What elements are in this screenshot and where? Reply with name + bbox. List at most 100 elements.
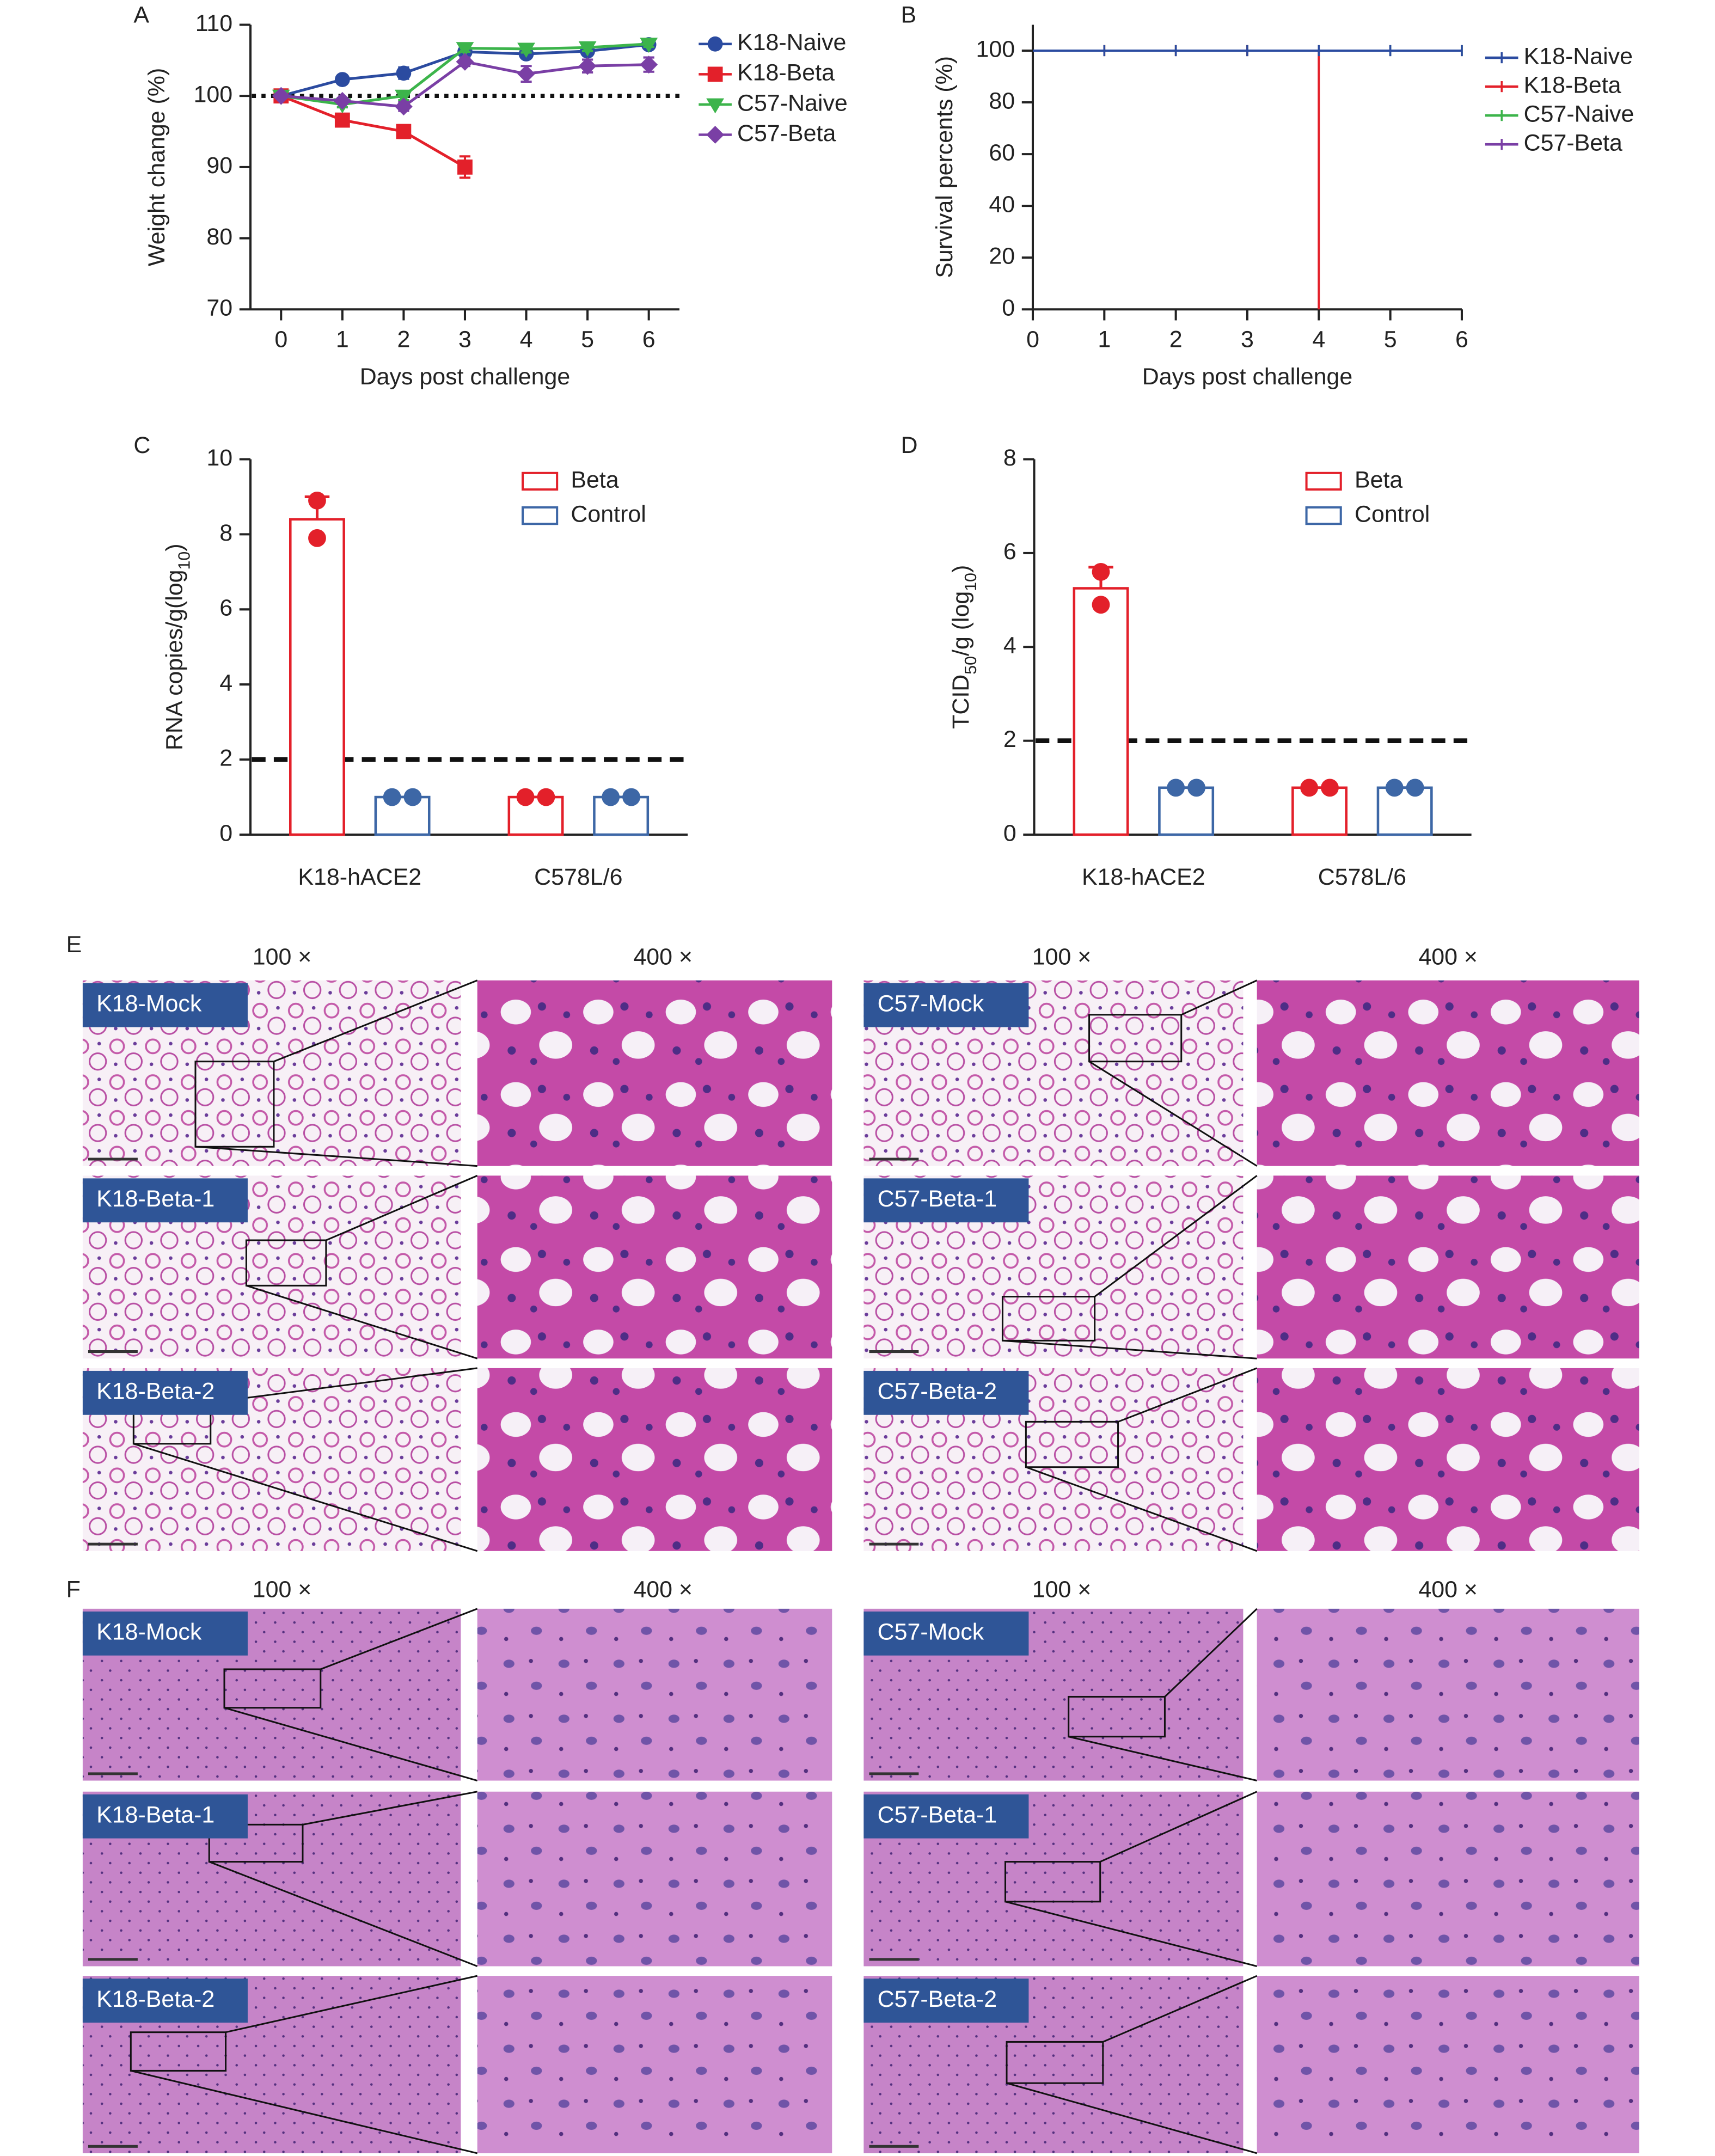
x-tick-label: C578L/6 xyxy=(534,864,622,890)
data-point xyxy=(1187,779,1205,797)
legend-swatch xyxy=(522,471,559,491)
marker xyxy=(396,124,412,139)
zoom-line xyxy=(1181,979,1258,1016)
zoom-line xyxy=(133,1443,478,1552)
sample-badge xyxy=(82,1611,248,1656)
marker xyxy=(457,159,473,175)
y-tick-label: 110 xyxy=(195,10,232,36)
y-tick-label: 8 xyxy=(1003,445,1016,471)
y-tick-label: 90 xyxy=(206,152,232,179)
x-tick-label: K18-hACE2 xyxy=(298,864,421,890)
data-point xyxy=(1321,779,1339,797)
x-tick-label: 3 xyxy=(458,327,471,353)
magnification-label: 100 × xyxy=(1032,944,1092,970)
magnification-label: 400 × xyxy=(1418,1576,1478,1602)
marker xyxy=(394,89,413,105)
marker xyxy=(706,98,725,114)
sample-badge xyxy=(82,1178,248,1223)
zoom-line xyxy=(246,1284,478,1359)
data-point xyxy=(1406,779,1424,797)
zoom-box xyxy=(1088,1014,1183,1063)
data-point xyxy=(1092,596,1110,614)
zoom-line xyxy=(1002,1339,1257,1359)
y-axis-label-part: ) xyxy=(948,565,975,573)
sample-label: K18-Mock xyxy=(96,1619,202,1645)
data-point xyxy=(403,788,422,806)
x-tick-label: 4 xyxy=(520,327,533,353)
micrograph-high xyxy=(1257,1368,1639,1551)
series-line xyxy=(280,94,466,169)
zoom-line xyxy=(1118,1367,1258,1423)
x-tick-label: 6 xyxy=(642,327,656,353)
micrograph-high xyxy=(1257,980,1639,1166)
y-axis-label-part: /g (log xyxy=(948,591,975,656)
micrograph-high xyxy=(1257,1791,1639,1967)
legend-label: C57-Naive xyxy=(1524,101,1634,127)
panel-letter: D xyxy=(901,432,918,458)
y-axis-label: Survival percents (%) xyxy=(932,56,958,278)
zoom-box xyxy=(194,1061,275,1148)
y-axis-label: RNA copies/g(log10) xyxy=(162,543,193,750)
x-tick-label: 0 xyxy=(1026,327,1039,353)
sample-badge xyxy=(863,1178,1029,1223)
sample-badge xyxy=(863,1611,1029,1656)
zoom-box xyxy=(208,1823,304,1863)
legend-swatch xyxy=(1305,471,1342,491)
legend-swatch xyxy=(1305,506,1342,525)
bar xyxy=(1158,786,1215,836)
zoom-line xyxy=(1164,1608,1258,1698)
magnification-label: 100 × xyxy=(253,944,312,970)
y-axis-label: TCID50/g (log10) xyxy=(948,565,980,729)
y-tick-label: 8 xyxy=(219,520,232,546)
legend-label: Beta xyxy=(1355,467,1402,493)
micrograph-high xyxy=(477,1368,832,1551)
sample-label: K18-Beta-1 xyxy=(96,1802,215,1828)
y-tick-label: 20 xyxy=(989,243,1015,270)
sample-label: K18-Mock xyxy=(96,990,202,1016)
y-axis-label-part: 10 xyxy=(175,552,193,570)
sample-label: C57-Beta-2 xyxy=(878,1379,997,1405)
legend-label: C57-Naive xyxy=(737,90,848,116)
marker xyxy=(272,87,290,105)
zoom-line xyxy=(225,1975,478,2033)
x-tick-label: 3 xyxy=(1241,327,1254,353)
y-axis-label: Weight change (%) xyxy=(144,68,170,266)
sample-label: K18-Beta-2 xyxy=(96,1986,215,2012)
x-tick-label: 2 xyxy=(1169,327,1183,353)
micrograph-high xyxy=(477,1608,832,1781)
zoom-box xyxy=(1004,1861,1101,1903)
x-tick-label: 6 xyxy=(1455,327,1468,353)
data-point xyxy=(622,788,640,806)
data-point xyxy=(602,788,620,806)
zoom-line xyxy=(1005,1901,1258,1967)
sample-badge xyxy=(863,1979,1029,2023)
bar xyxy=(1376,786,1433,836)
sample-badge xyxy=(82,983,248,1027)
magnification-label: 100 × xyxy=(1032,1576,1092,1602)
zoom-line xyxy=(326,1174,478,1241)
y-tick-label: 0 xyxy=(219,820,232,846)
panel-letter: A xyxy=(133,2,149,28)
legend-label: Control xyxy=(571,501,646,527)
y-tick-label: 2 xyxy=(1003,726,1016,752)
legend-swatch xyxy=(522,506,559,525)
data-point xyxy=(1385,779,1404,797)
micrograph-high xyxy=(477,1976,832,2153)
sample-label: C57-Mock xyxy=(878,990,984,1016)
marker xyxy=(334,112,350,128)
micrograph-high xyxy=(1257,1976,1639,2153)
bar xyxy=(1073,587,1129,836)
marker xyxy=(706,126,725,144)
legend-label: Control xyxy=(1355,501,1430,527)
x-tick-label: 5 xyxy=(581,327,594,353)
zoom-box xyxy=(1068,1695,1166,1738)
marker xyxy=(517,42,535,58)
legend-label: K18-Naive xyxy=(737,29,846,56)
x-tick-label: 0 xyxy=(274,327,287,353)
panel-letter: F xyxy=(66,1576,81,1602)
zoom-line xyxy=(1100,1791,1258,1863)
bar xyxy=(593,795,650,836)
zoom-line xyxy=(130,2069,478,2154)
sample-badge xyxy=(82,1370,248,1415)
